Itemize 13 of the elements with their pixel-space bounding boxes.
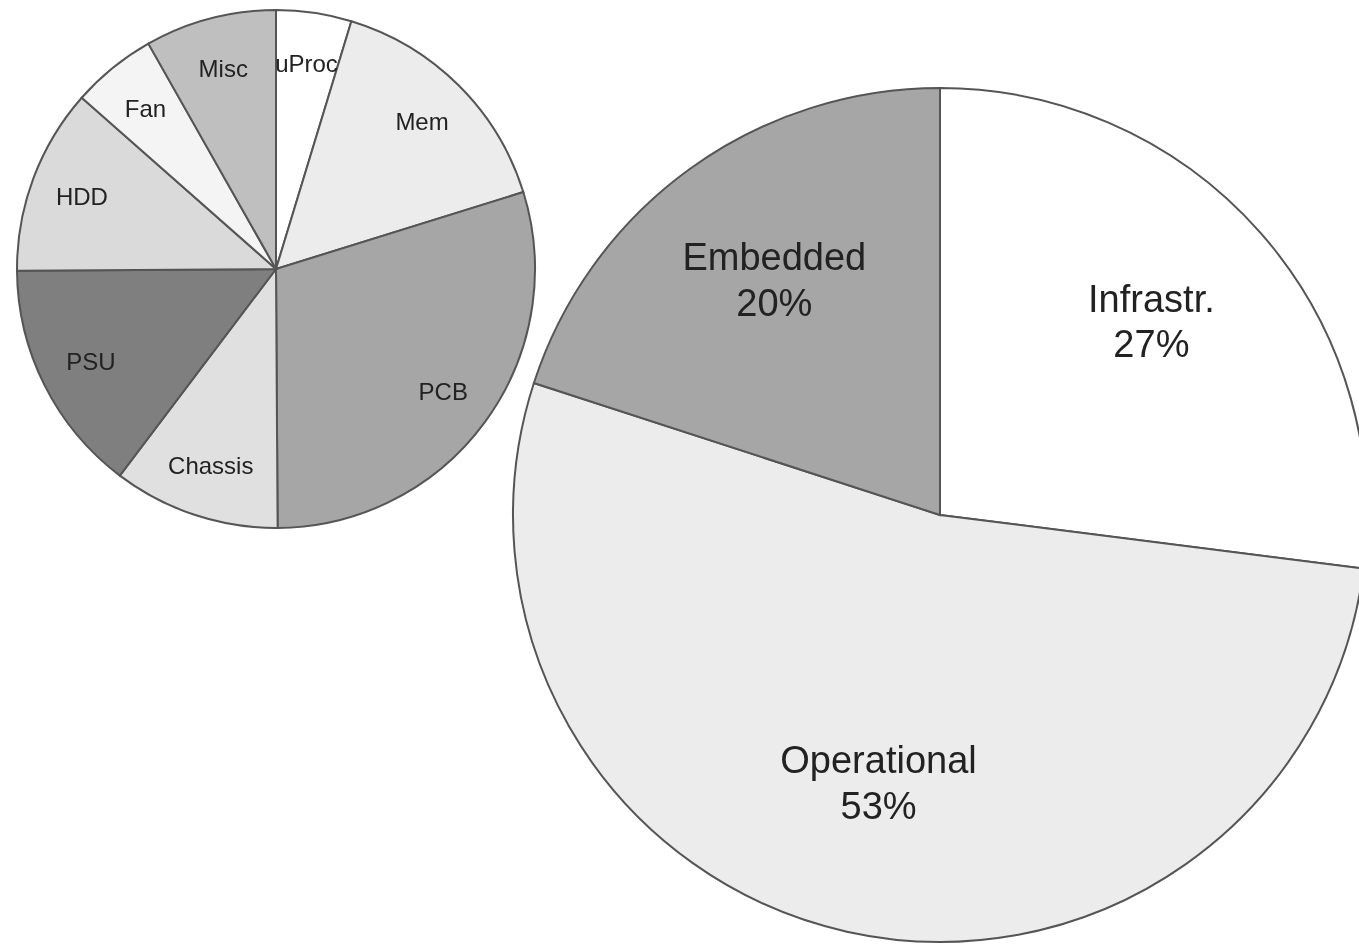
data-label: 53% [840, 784, 917, 827]
slice-label: HDD [55, 182, 108, 210]
slice-label: Chassis [168, 452, 254, 480]
slice-label: Misc [198, 55, 248, 83]
slice-label: PSU [66, 348, 116, 376]
slice-label: PCB [418, 377, 468, 405]
slice-label: Mem [395, 108, 449, 136]
slice-label: Fan [124, 94, 167, 122]
slice-label: Infrastr. [1088, 277, 1215, 320]
slice-label: Operational [780, 738, 977, 781]
data-label: 20% [736, 281, 813, 324]
data-label: 27% [1113, 323, 1190, 366]
slice-label: Embedded [682, 235, 867, 278]
